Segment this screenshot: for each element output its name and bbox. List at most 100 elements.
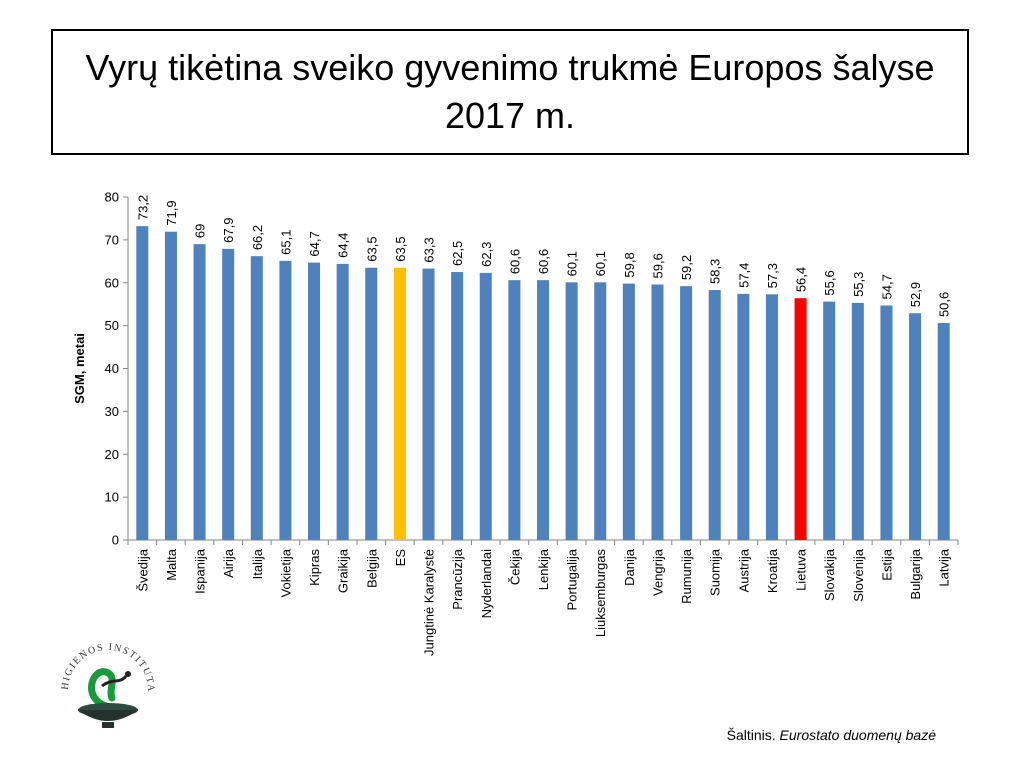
category-label: Bulgarija: [908, 548, 923, 599]
bar: [308, 262, 321, 540]
category-label: Lenkija: [536, 548, 551, 590]
bar: [794, 298, 807, 540]
category-label: Belgija: [364, 548, 379, 588]
category-label: Italija: [250, 548, 265, 579]
bar: [222, 248, 235, 540]
category-label: Slovakija: [822, 548, 837, 601]
y-tick-label: 10: [105, 490, 119, 505]
bar: [250, 256, 263, 540]
category-label: Graikija: [336, 548, 351, 593]
data-label: 58,3: [708, 259, 723, 284]
bar: [279, 260, 292, 540]
data-label: 57,4: [736, 263, 751, 288]
data-label: 69: [193, 224, 208, 238]
bar: [880, 305, 893, 540]
category-label: Ispanija: [193, 548, 208, 594]
data-label: 62,5: [450, 241, 465, 266]
data-label: 55,3: [851, 272, 866, 297]
category-label: Suomija: [708, 548, 723, 596]
bar: [594, 282, 607, 540]
y-tick-label: 60: [105, 275, 119, 290]
data-label: 64,7: [307, 231, 322, 256]
data-label: 59,2: [679, 255, 694, 280]
higienos-institutas-logo: HIGIENOS INSTITUTAS: [52, 628, 155, 728]
bar: [164, 231, 177, 540]
bar: [708, 290, 721, 540]
bar: [136, 226, 149, 540]
category-label: Jungtinė Karalystė: [422, 549, 437, 656]
y-tick-label: 30: [105, 404, 119, 419]
category-label: Portugalija: [565, 548, 580, 610]
y-tick-label: 50: [105, 318, 119, 333]
category-label: Kroatija: [765, 548, 780, 593]
data-label: 55,6: [822, 270, 837, 295]
data-label: 60,1: [593, 251, 608, 276]
data-label: 54,7: [879, 274, 894, 299]
chart-title: Vyrų tikėtina sveiko gyvenimo trukmė Eur…: [85, 47, 935, 136]
category-label: Prancūzija: [450, 548, 465, 609]
category-label: Kipras: [307, 549, 322, 586]
data-label: 57,3: [765, 263, 780, 288]
bar: [451, 272, 464, 540]
data-label: 60,6: [507, 249, 522, 274]
category-label: Airija: [221, 548, 236, 578]
bar: [622, 283, 635, 540]
title-box: Vyrų tikėtina sveiko gyvenimo trukmė Eur…: [51, 29, 969, 155]
y-tick-label: 40: [105, 361, 119, 376]
source-prefix: Šaltinis.: [726, 727, 776, 743]
category-label: Estija: [879, 548, 894, 581]
category-label: Lietuva: [794, 548, 809, 591]
bar: [479, 272, 492, 540]
category-label: Vokietija: [278, 548, 293, 597]
source-name: Eurostato duomenų bazė: [779, 727, 936, 743]
y-axis-title: SGM, metai: [72, 333, 87, 404]
category-label: Danija: [622, 548, 637, 586]
bar: [851, 302, 864, 540]
bar: [737, 293, 750, 540]
data-label: 62,3: [479, 242, 494, 267]
category-label: Nyderlandai: [479, 549, 494, 618]
bar: [393, 267, 406, 540]
category-label: Liuksemburgas: [593, 549, 608, 638]
bar: [508, 280, 521, 540]
data-label: 59,8: [622, 252, 637, 277]
bar: [765, 294, 778, 540]
source-note: Šaltinis. Eurostato duomenų bazė: [727, 727, 936, 743]
data-label: 71,9: [164, 200, 179, 225]
category-label: Čekija: [507, 548, 522, 585]
category-label: Austrija: [736, 548, 751, 592]
data-label: 65,1: [278, 230, 293, 255]
data-label: 52,9: [908, 282, 923, 307]
data-label: 59,6: [650, 253, 665, 278]
category-label: Švedija: [135, 548, 150, 591]
bar: [937, 323, 950, 540]
category-label: ES: [393, 549, 408, 567]
bar: [823, 301, 836, 540]
bar: [909, 313, 922, 540]
bar: [651, 284, 664, 540]
bar: [365, 267, 378, 540]
data-label: 66,2: [250, 225, 265, 250]
data-label: 63,5: [364, 236, 379, 261]
data-label: 64,4: [336, 233, 351, 258]
y-tick-label: 80: [105, 190, 119, 205]
data-label: 60,1: [565, 251, 580, 276]
data-label: 73,2: [135, 195, 150, 220]
bar: [680, 286, 693, 540]
y-tick-label: 70: [105, 232, 119, 247]
bar: [336, 263, 349, 540]
y-tick-label: 0: [112, 533, 119, 548]
category-label: Malta: [164, 548, 179, 581]
data-label: 63,5: [393, 236, 408, 261]
category-label: Slovėnija: [851, 548, 866, 602]
bar: [536, 280, 550, 540]
bar: [565, 282, 578, 540]
bar: [193, 244, 206, 540]
bar: [422, 268, 435, 540]
data-label: 67,9: [221, 218, 236, 243]
category-label: Latvija: [937, 548, 952, 586]
data-label: 63,3: [422, 237, 437, 262]
data-label: 60,6: [536, 249, 551, 274]
category-label: Vengrija: [650, 548, 665, 596]
